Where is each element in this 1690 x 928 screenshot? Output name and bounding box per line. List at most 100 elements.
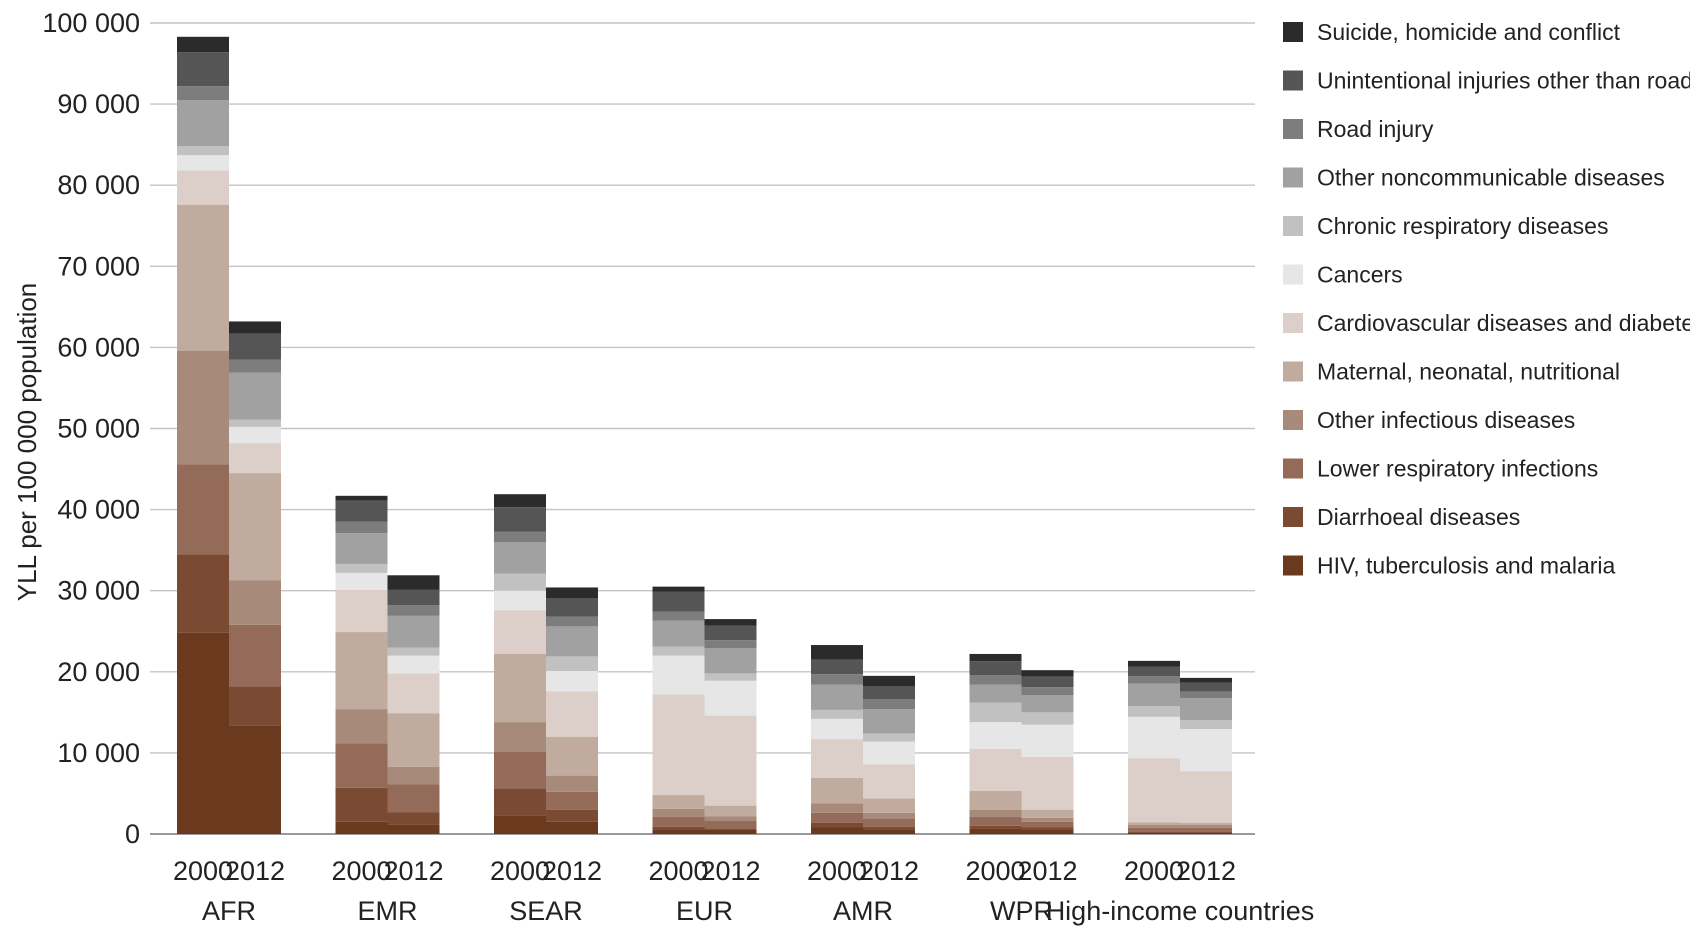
bar-segment — [1128, 660, 1180, 667]
bar-segment — [704, 805, 757, 817]
bar-segment — [969, 684, 1022, 703]
year-label: 2012 — [542, 856, 602, 886]
bar-segment — [811, 812, 863, 823]
bar-segment — [1180, 682, 1232, 692]
bar-segment — [863, 764, 915, 799]
bar-segment — [229, 686, 281, 726]
bar-segment — [494, 751, 546, 789]
bar-segment — [335, 821, 388, 834]
bar-segment — [652, 829, 705, 834]
bar-segment — [546, 736, 598, 776]
bar-segment — [229, 333, 281, 360]
bar-segment — [1180, 677, 1232, 683]
bar-segment — [1128, 824, 1180, 828]
bar-segment — [546, 821, 598, 834]
bar-segment — [177, 350, 229, 465]
bar-segment — [863, 741, 915, 765]
legend-swatch — [1283, 313, 1303, 333]
bar-segment — [704, 680, 757, 716]
y-tick-label: 50 000 — [57, 414, 140, 444]
bar-segment — [1021, 687, 1074, 696]
bar-segment — [969, 702, 1022, 723]
bar-segment — [652, 620, 705, 647]
bar-segment — [387, 766, 440, 785]
bar-segment — [335, 572, 388, 590]
bar-segment — [1128, 683, 1180, 707]
bar-segment — [335, 533, 388, 564]
bar-segment — [1021, 827, 1074, 830]
bar-segment — [335, 632, 388, 710]
bar-segment — [863, 686, 915, 700]
bar-segment — [1021, 756, 1074, 810]
year-label: 2000 — [173, 856, 233, 886]
bar-segment — [704, 816, 757, 822]
bar-segment — [546, 656, 598, 671]
bar-segment — [969, 791, 1022, 810]
bar-segment — [652, 808, 705, 817]
bar-segment — [1128, 758, 1180, 823]
legend-label: Cardiovascular diseases and diabetes — [1317, 310, 1690, 336]
legend-label: HIV, tuberculosis and malaria — [1317, 553, 1616, 579]
bar-segment — [494, 573, 546, 591]
bar-segment — [177, 36, 229, 53]
x-axis-labels: 20002012AFR20002012EMR20002012SEAR200020… — [173, 856, 1314, 926]
bar-segment — [652, 655, 705, 695]
bar-segment — [1021, 724, 1074, 757]
y-tick-label: 80 000 — [57, 170, 140, 200]
bar-segment — [811, 822, 863, 828]
bar-segment — [1128, 827, 1180, 832]
bar-segment — [1180, 728, 1232, 772]
bar-segment — [494, 653, 546, 723]
bar-segment — [969, 809, 1022, 817]
bar-segment — [1180, 691, 1232, 699]
legend-label: Other infectious diseases — [1317, 407, 1575, 433]
bar-segment — [229, 419, 281, 427]
region-label: AMR — [833, 896, 893, 926]
bar-segment — [177, 86, 229, 101]
bar-segment — [969, 675, 1022, 685]
bar-segment — [229, 725, 281, 834]
bar-segment — [177, 464, 229, 555]
bar-segment — [704, 640, 757, 649]
bar-segment — [229, 473, 281, 581]
legend-swatch — [1283, 507, 1303, 527]
bars — [177, 36, 1232, 834]
legend-label: Other noncommunicable diseases — [1317, 165, 1665, 191]
bar-segment — [811, 684, 863, 710]
bar-segment — [546, 597, 598, 617]
bar-segment — [494, 815, 546, 834]
legend-label: Suicide, homicide and conflict — [1317, 19, 1621, 45]
bar-segment — [177, 52, 229, 87]
bar-segment — [863, 709, 915, 734]
bar-segment — [863, 818, 915, 827]
y-tick-label: 30 000 — [57, 576, 140, 606]
bar-segment — [546, 809, 598, 822]
bar-segment — [969, 828, 1022, 834]
legend-label: Chronic respiratory diseases — [1317, 213, 1608, 239]
bar-segment — [811, 659, 863, 675]
year-label: 2012 — [700, 856, 760, 886]
legend-label: Lower respiratory infections — [1317, 456, 1598, 482]
bar-segment — [652, 795, 705, 809]
bar-segment — [1128, 832, 1180, 834]
legend-label: Unintentional injuries other than road i… — [1317, 68, 1690, 94]
bar-segment — [811, 739, 863, 779]
bar-segment — [704, 625, 757, 641]
region-label: SEAR — [509, 896, 583, 926]
legend-swatch — [1283, 264, 1303, 285]
legend-swatch — [1283, 410, 1303, 430]
legend-label: Road injury — [1317, 116, 1434, 142]
bar-segment — [177, 204, 229, 351]
legend-label: Cancers — [1317, 262, 1403, 288]
legend-label: Diarrhoeal diseases — [1317, 504, 1520, 530]
bar-segment — [546, 616, 598, 627]
bar-segment — [969, 825, 1022, 829]
bar-segment — [387, 575, 440, 590]
bar-segment — [494, 507, 546, 532]
bar-segment — [1021, 829, 1074, 834]
bar-segment — [177, 554, 229, 633]
region-label: AFR — [202, 896, 256, 926]
bar-segment — [546, 691, 598, 737]
bar-segment — [229, 443, 281, 474]
bar-segment — [863, 829, 915, 834]
